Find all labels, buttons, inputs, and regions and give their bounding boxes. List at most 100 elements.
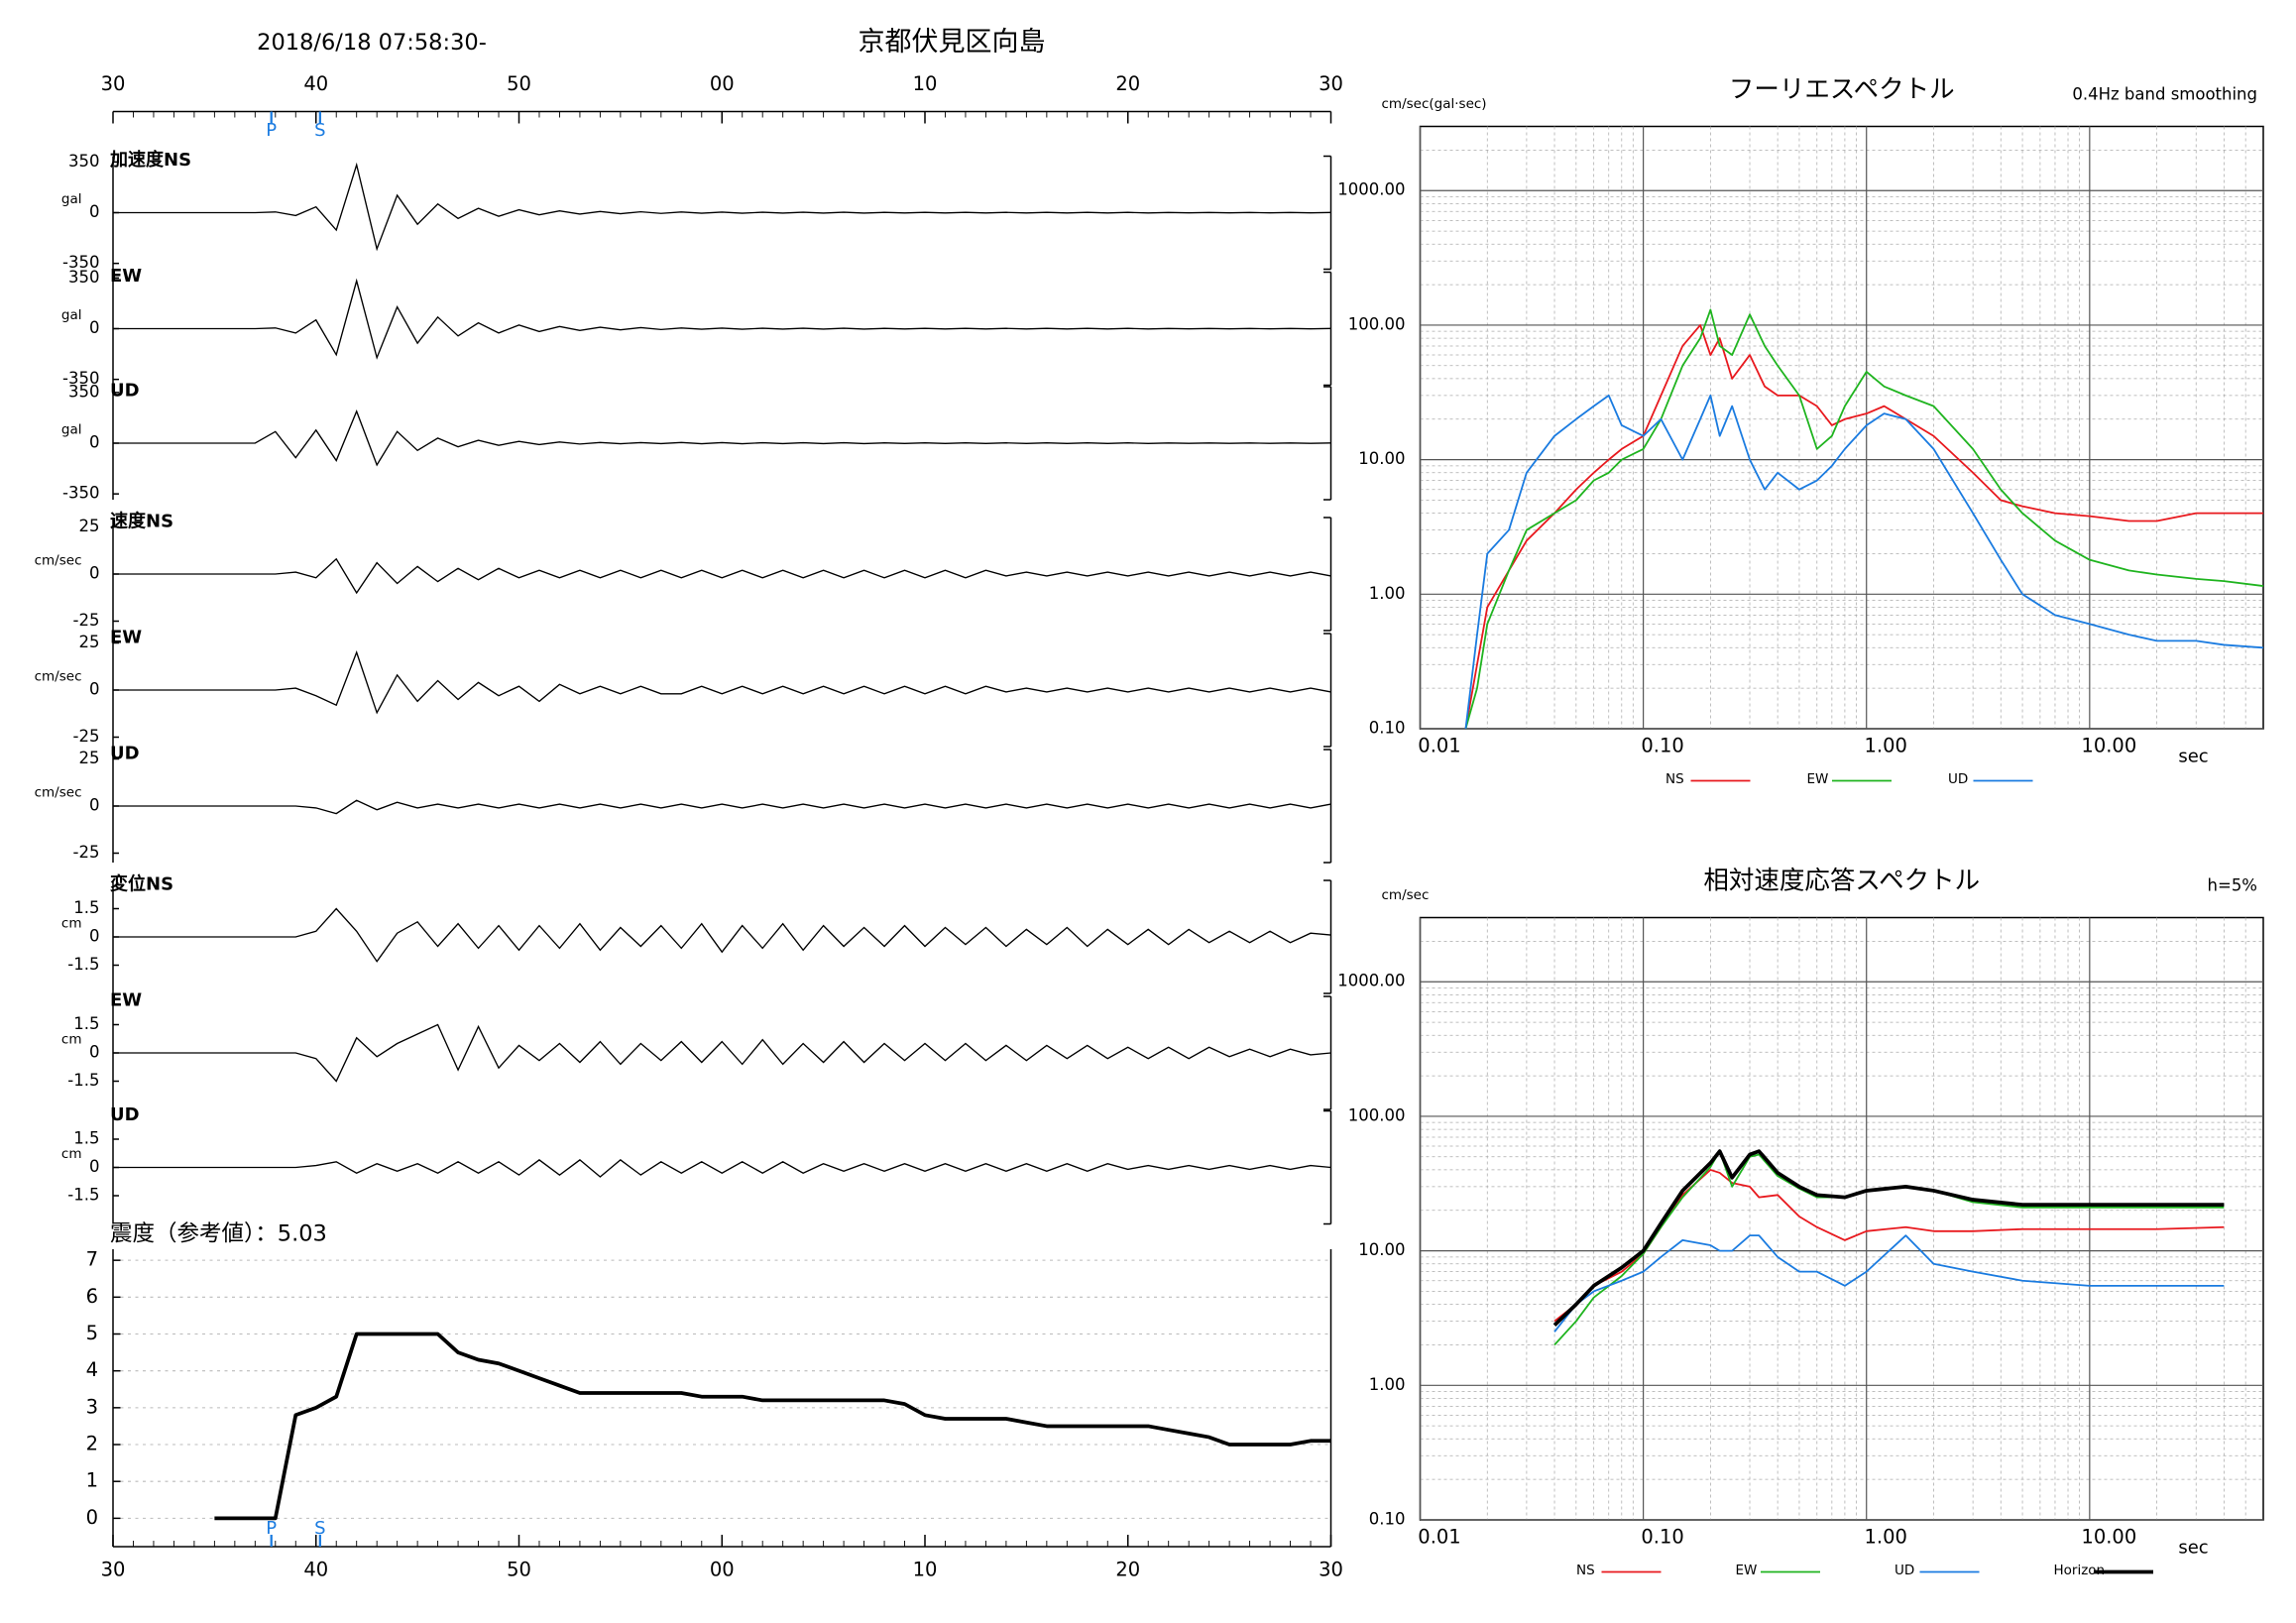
x-tick-label: 00 (710, 1559, 735, 1581)
panel-name: EW (110, 990, 142, 1011)
panel-unit: gal (61, 191, 82, 207)
phase-label: P (266, 1518, 277, 1539)
legend-label: NS (1576, 1563, 1595, 1578)
x-tick-label: 10.00 (2081, 1526, 2136, 1549)
y-tick-label: 0 (89, 796, 100, 815)
legend-label: EW (1736, 1563, 1758, 1578)
waveform-trace (113, 907, 1331, 963)
waveform-trace (113, 1159, 1331, 1178)
y-tick-label: 10.00 (1358, 449, 1405, 468)
phase-label: S (314, 120, 325, 141)
y-tick-label: 4 (86, 1358, 98, 1381)
y-tick-label: 25 (79, 749, 100, 767)
panel-name: EW (110, 628, 142, 648)
chart-title: フーリエスペクトル (1729, 75, 1955, 105)
panel-unit: cm/sec (35, 669, 82, 685)
x-tick-label: 0.01 (1418, 1526, 1460, 1549)
y-tick-label: 5 (86, 1322, 98, 1344)
y-tick-label: 3 (86, 1395, 98, 1418)
legend-label: UD (1948, 771, 1968, 787)
y-tick-label: 100.00 (1348, 314, 1406, 333)
waveform-trace (113, 409, 1331, 467)
waveform-trace (113, 650, 1331, 715)
y-tick-label: -25 (73, 611, 100, 630)
panel-unit: cm/sec (35, 553, 82, 569)
x-tick-label: 10.00 (2081, 735, 2136, 757)
x-tick-label: 30 (101, 1559, 126, 1581)
y-tick-label: 6 (86, 1285, 98, 1308)
y-tick-label: -1.5 (67, 955, 99, 974)
x-tick-label: 0.01 (1418, 735, 1460, 757)
waveform-trace (113, 1023, 1331, 1083)
panel-name: UD (110, 744, 140, 764)
y-tick-label: 0 (86, 1506, 98, 1529)
x-tick-label: 40 (303, 72, 328, 95)
y-tick-label: 0 (89, 202, 100, 221)
panel-name: UD (110, 381, 140, 402)
y-axis-label: cm/sec(gal·sec) (1382, 96, 1487, 112)
waveform-trace (113, 799, 1331, 815)
panel-name: UD (110, 1104, 140, 1125)
x-tick-label: 10 (913, 1559, 938, 1581)
panel-unit: cm (61, 1032, 82, 1048)
x-tick-label: 20 (1115, 1559, 1140, 1581)
legend-label: UD (1894, 1563, 1914, 1578)
intensity-line (214, 1332, 1331, 1521)
start-time: 2018/6/18 07:58:30- (257, 30, 487, 56)
waveform-trace (113, 162, 1331, 252)
plot-frame (1419, 125, 2264, 730)
x-tick-label: 00 (710, 72, 735, 95)
y-tick-label: 10.00 (1358, 1240, 1405, 1259)
legend-label: NS (1665, 771, 1684, 787)
panel-unit: cm (61, 916, 82, 932)
x-tick-label: 0.10 (1641, 735, 1683, 757)
x-tick-label: 0.10 (1641, 1526, 1683, 1549)
annotation: 0.4Hz band smoothing (2072, 85, 2257, 104)
y-tick-label: 1 (86, 1469, 98, 1492)
panel-name: 速度NS (110, 511, 173, 532)
y-tick-label: 100.00 (1348, 1105, 1406, 1124)
annotation: h=5% (2208, 876, 2257, 895)
y-tick-label: 0.10 (1369, 1510, 1406, 1529)
y-tick-label: -350 (62, 253, 99, 272)
y-tick-label: -350 (62, 369, 99, 388)
panel-unit: gal (61, 307, 82, 323)
spectrum-line (1553, 1234, 2225, 1333)
y-tick-label: 2 (86, 1433, 98, 1455)
y-tick-label: 1.5 (73, 1129, 99, 1148)
spectrum-line (1464, 394, 2264, 730)
spectrum-line (1553, 1150, 2225, 1346)
x-axis-label: sec (2178, 747, 2208, 767)
y-tick-label: 1.00 (1369, 584, 1406, 603)
panel-unit: cm/sec (35, 785, 82, 801)
y-tick-label: 1000.00 (1337, 972, 1405, 990)
legend-label: EW (1807, 771, 1829, 787)
x-tick-label: 30 (1319, 1559, 1343, 1581)
y-tick-label: 350 (68, 152, 100, 171)
x-tick-label: 30 (1319, 72, 1343, 95)
station-title: 京都伏見区向島 (859, 27, 1046, 58)
y-tick-label: 7 (86, 1248, 98, 1271)
panel-unit: gal (61, 422, 82, 438)
y-tick-label: 1.00 (1369, 1375, 1406, 1394)
y-tick-label: -1.5 (67, 1186, 99, 1205)
x-tick-label: 40 (303, 1559, 328, 1581)
y-tick-label: 0 (89, 1043, 100, 1062)
legend-label: Horizon (2054, 1563, 2106, 1578)
x-tick-label: 50 (507, 1559, 531, 1581)
y-tick-label: 1.5 (73, 1014, 99, 1033)
y-tick-label: 350 (68, 268, 100, 287)
y-tick-label: 0 (89, 680, 100, 699)
spectrum-line (1552, 1149, 2225, 1327)
x-tick-label: 30 (101, 72, 126, 95)
chart-title: 相対速度応答スペクトル (1703, 867, 1980, 896)
y-tick-label: 1000.00 (1337, 180, 1405, 199)
y-tick-label: -350 (62, 484, 99, 503)
panel-name: 変位NS (110, 873, 173, 895)
panel-unit: cm (61, 1146, 82, 1162)
y-tick-label: 0 (89, 1157, 100, 1176)
plot-frame (1419, 916, 2264, 1521)
y-tick-label: 0 (89, 433, 100, 452)
